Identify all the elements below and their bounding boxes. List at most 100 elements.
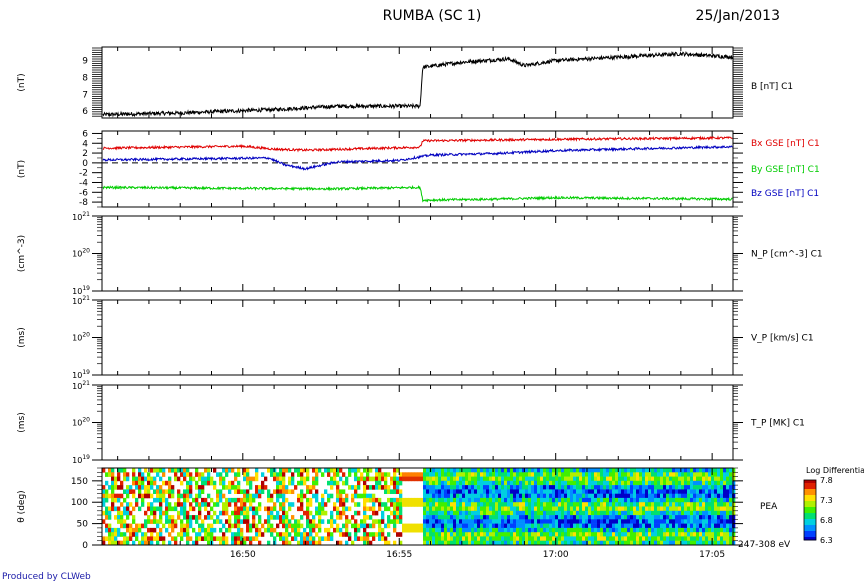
spectrogram-cell — [729, 515, 733, 520]
spectrogram-cell — [474, 485, 478, 490]
spectrogram-cell — [441, 536, 445, 541]
spectrogram-cell — [420, 472, 424, 477]
spectrogram-cell — [702, 515, 706, 520]
colorbar-segment — [804, 496, 816, 498]
spectrogram-cell — [129, 532, 133, 537]
spectrogram-cell — [525, 493, 529, 499]
spectrogram-cell — [378, 480, 382, 486]
spectrogram-cell — [597, 485, 601, 490]
spectrogram-cell — [171, 519, 175, 524]
spectrogram-cell — [507, 506, 511, 512]
spectrogram-cell — [633, 468, 637, 473]
spectrogram-cell — [429, 497, 433, 503]
spectrogram-cell — [531, 506, 535, 512]
spectrogram-cell — [534, 515, 538, 520]
spectrogram-cell — [408, 472, 412, 477]
spectrogram-cell — [285, 515, 289, 520]
spectrogram-cell — [477, 523, 481, 529]
spectrogram-cell — [219, 472, 223, 477]
spectrogram-cell — [543, 480, 547, 486]
spectrogram-cell — [363, 480, 367, 486]
spectrogram-cell — [699, 536, 703, 541]
colorbar-segment — [804, 530, 816, 532]
spectrogram-cell — [138, 527, 142, 533]
spectrogram-cell — [435, 502, 439, 507]
spectrogram-cell — [699, 476, 703, 482]
colorbar-tick-label: 6.8 — [820, 516, 833, 525]
spectrogram-cell — [474, 468, 478, 473]
spectrogram-cell — [642, 515, 646, 520]
spectrogram-cell — [732, 489, 736, 494]
spectrogram-cell — [462, 532, 466, 537]
spectrogram-cell — [390, 476, 394, 482]
spectrogram-cell — [291, 476, 295, 482]
spectrogram-cell — [267, 506, 271, 512]
spectrogram-cell — [627, 519, 631, 524]
spectrogram-cell — [294, 536, 298, 541]
spectrogram-cell — [609, 476, 613, 482]
spectrogram-cell — [477, 497, 481, 503]
spectrogram-cell — [501, 527, 505, 533]
spectrogram-cell — [108, 472, 112, 477]
spectrogram-cell — [555, 497, 559, 503]
spectrogram-cell — [486, 536, 490, 541]
spectrogram-cell — [267, 527, 271, 533]
spectrogram-cell — [579, 497, 583, 503]
spectrogram-cell — [297, 480, 301, 486]
spectrogram-cell — [549, 480, 553, 486]
spectrogram-cell — [552, 472, 556, 477]
spectrogram-cell — [615, 502, 619, 507]
spectrogram-cell — [135, 527, 139, 533]
spectrogram-cell — [426, 519, 430, 524]
spectrogram-cell — [597, 536, 601, 541]
spectrogram-cell — [132, 532, 136, 537]
spectrogram-cell — [459, 472, 463, 477]
spectrogram-cell — [159, 493, 163, 499]
spectrogram-cell — [588, 515, 592, 520]
spectrogram-cell — [123, 510, 127, 516]
spectrogram-cell — [465, 540, 469, 546]
spectrogram-cell — [483, 536, 487, 541]
spectrogram-cell — [726, 468, 730, 473]
spectrogram-cell — [603, 485, 607, 490]
spectrogram-cell — [708, 510, 712, 516]
spectrogram-cell — [729, 468, 733, 473]
spectrogram-cell — [441, 476, 445, 482]
spectrogram-cell — [123, 468, 127, 473]
spectrogram-cell — [489, 468, 493, 473]
spectrogram-cell — [699, 493, 703, 499]
spectrogram-cell — [180, 536, 184, 541]
spectrogram-cell — [723, 523, 727, 529]
spectrogram-cell — [513, 506, 517, 512]
spectrogram-cell — [120, 515, 124, 520]
spectrogram-cell — [657, 527, 661, 533]
colorbar-segment — [804, 525, 816, 527]
spectrogram-cell — [531, 472, 535, 477]
spectrogram-cell — [576, 502, 580, 507]
spectrogram-cell — [414, 476, 418, 482]
spectrogram-cell — [678, 527, 682, 533]
colorbar-frame — [803, 479, 817, 541]
spectrogram-cell — [573, 489, 577, 494]
spectrogram-cell — [666, 515, 670, 520]
spectrogram-cell — [192, 515, 196, 520]
spectrogram-cell — [714, 532, 718, 537]
spectrogram-cell — [363, 510, 367, 516]
spectrogram-cell — [366, 506, 370, 512]
spectrogram-cell — [585, 515, 589, 520]
panel-frame-3 — [101, 299, 734, 376]
spectrogram-cell — [111, 472, 115, 477]
spectrogram-cell — [231, 523, 235, 529]
spectrogram-cell — [255, 489, 259, 494]
spectrogram-cell — [636, 540, 640, 546]
spectrogram-cell — [309, 532, 313, 537]
spectrogram-cell — [729, 493, 733, 499]
spectrogram-cell — [255, 468, 259, 473]
spectrogram-cell — [318, 519, 322, 524]
spectrogram-cell — [717, 515, 721, 520]
spectrogram-cell — [447, 480, 451, 486]
spectrogram-cell — [267, 493, 271, 499]
spectrogram-cell — [237, 532, 241, 537]
spectrogram-cell — [588, 506, 592, 512]
spectrogram-cell — [534, 468, 538, 473]
